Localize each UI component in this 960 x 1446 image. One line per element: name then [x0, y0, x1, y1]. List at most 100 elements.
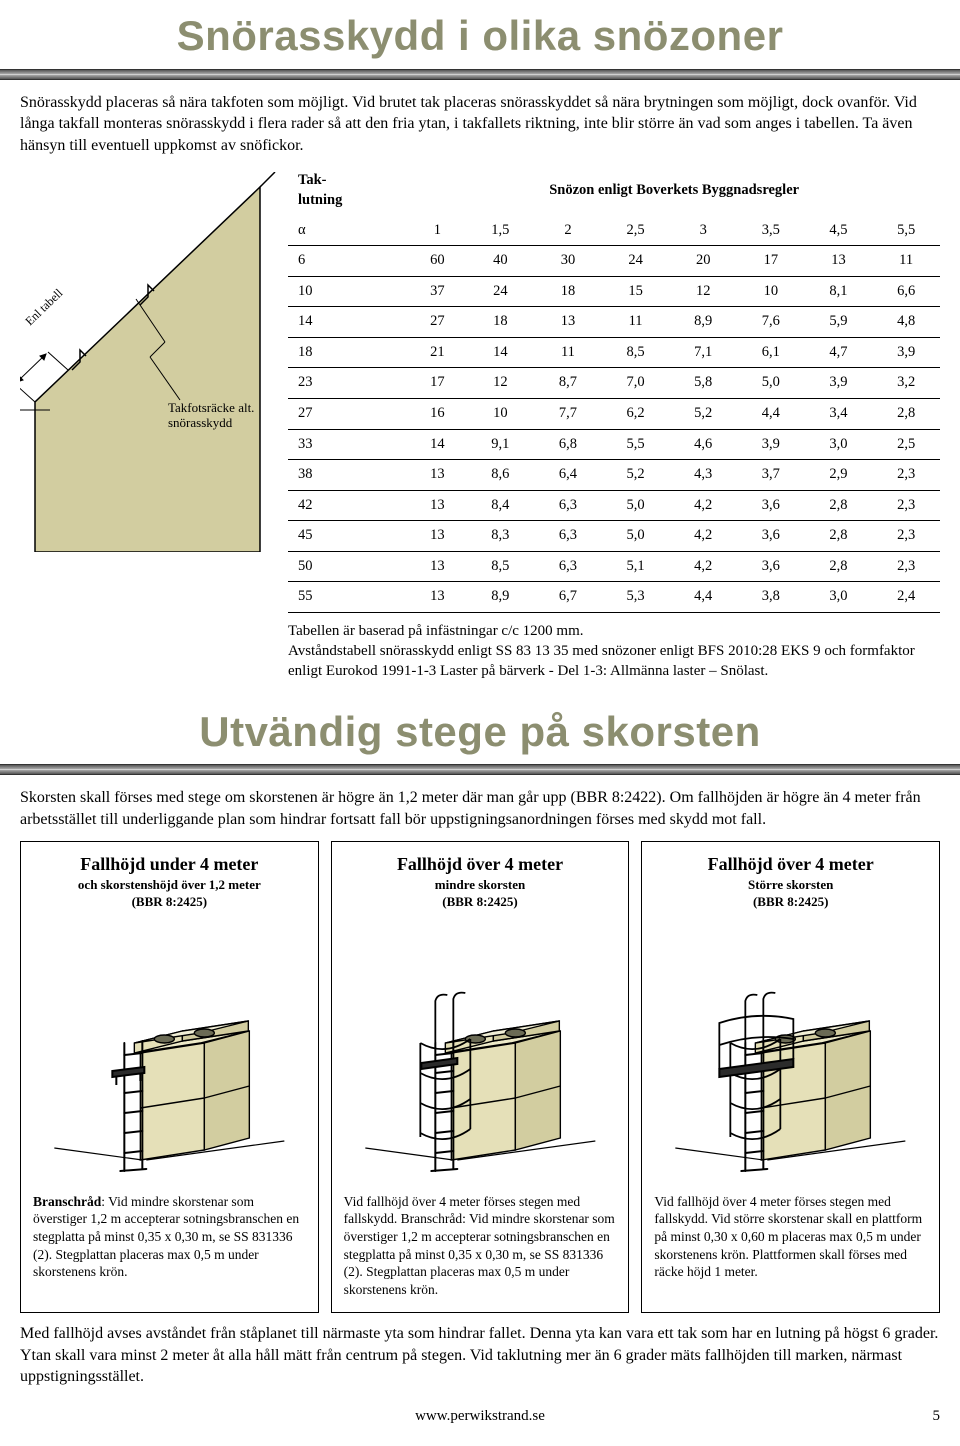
alpha-value-cell: 27 — [288, 398, 408, 429]
data-cell: 3,6 — [737, 490, 805, 521]
data-cell: 8,6 — [467, 460, 535, 491]
column-head: Fallhöjd under 4 meter och skorstenshöjd… — [33, 852, 306, 911]
data-cell: 3,0 — [805, 582, 873, 613]
alpha-value-cell: 23 — [288, 368, 408, 399]
data-cell: 11 — [602, 307, 670, 338]
data-cell: 13 — [408, 521, 466, 552]
data-cell: 13 — [408, 551, 466, 582]
table-row: 2317128,77,05,85,03,93,2 — [288, 368, 940, 399]
section2-banner: Utvändig stege på skorsten — [0, 696, 960, 776]
data-cell: 6,4 — [534, 460, 602, 491]
table-row: 14271813118,97,65,94,8 — [288, 307, 940, 338]
zone-header-cell: 5,5 — [872, 216, 940, 246]
data-cell: 8,9 — [669, 307, 737, 338]
column-text: Branschråd: Vid mindre skorstenar som öv… — [33, 1193, 306, 1281]
data-cell: 2,8 — [872, 398, 940, 429]
chimney-illustration — [654, 923, 927, 1183]
data-cell: 2,9 — [805, 460, 873, 491]
data-cell: 13 — [408, 582, 466, 613]
data-cell: 2,3 — [872, 460, 940, 491]
diagram-angle-label: Enl tabell — [22, 286, 66, 329]
data-cell: 14 — [467, 337, 535, 368]
column-sub1: Större skorsten — [654, 876, 927, 894]
tbl-head-left1: Tak- — [298, 172, 326, 188]
data-cell: 8,7 — [534, 368, 602, 399]
alpha-value-cell: 50 — [288, 551, 408, 582]
section1-intro: Snörasskydd placeras så nära takfoten so… — [20, 92, 940, 157]
column-sub2: (BBR 8:2425) — [654, 893, 927, 911]
data-cell: 8,9 — [467, 582, 535, 613]
alpha-value-cell: 38 — [288, 460, 408, 491]
data-cell: 5,0 — [737, 368, 805, 399]
data-cell: 3,4 — [805, 398, 873, 429]
data-cell: 13 — [805, 246, 873, 277]
data-cell: 3,6 — [737, 521, 805, 552]
zone-header-cell: 2,5 — [602, 216, 670, 246]
data-cell: 3,0 — [805, 429, 873, 460]
data-cell: 18 — [467, 307, 535, 338]
data-cell: 4,2 — [669, 490, 737, 521]
data-cell: 8,1 — [805, 276, 873, 307]
column-text: Vid fallhöjd över 4 meter förses stegen … — [654, 1193, 927, 1281]
data-cell: 12 — [669, 276, 737, 307]
column-sub2: (BBR 8:2425) — [344, 893, 617, 911]
data-cell: 5,2 — [602, 460, 670, 491]
data-cell: 16 — [408, 398, 466, 429]
data-cell: 20 — [669, 246, 737, 277]
footer-page: 5 — [900, 1406, 940, 1426]
data-cell: 3,2 — [872, 368, 940, 399]
data-cell: 21 — [408, 337, 466, 368]
data-cell: 8,4 — [467, 490, 535, 521]
data-cell: 24 — [602, 246, 670, 277]
snow-table-area: Tak- lutning Snözon enligt Boverkets Byg… — [288, 166, 940, 681]
data-cell: 13 — [408, 490, 466, 521]
data-cell: 2,5 — [872, 429, 940, 460]
data-cell: 8,5 — [602, 337, 670, 368]
data-cell: 6,3 — [534, 521, 602, 552]
data-cell: 7,6 — [737, 307, 805, 338]
zone-header-cell: 3,5 — [737, 216, 805, 246]
section1-title: Snörasskydd i olika snözoner — [0, 8, 960, 65]
data-cell: 5,0 — [602, 490, 670, 521]
column-sub1: och skorstenshöjd över 1,2 meter — [33, 876, 306, 894]
zone-header-cell: 3 — [669, 216, 737, 246]
section2-hr — [0, 764, 960, 775]
table-note: Tabellen är baserad på infästningar c/c … — [288, 621, 940, 682]
column-text: Vid fallhöjd över 4 meter förses stegen … — [344, 1193, 617, 1298]
chimney-illustration — [344, 923, 617, 1183]
data-cell: 4,6 — [669, 429, 737, 460]
data-cell: 4,8 — [872, 307, 940, 338]
data-cell: 6,1 — [737, 337, 805, 368]
alpha-value-cell: 45 — [288, 521, 408, 552]
data-cell: 3,9 — [805, 368, 873, 399]
data-cell: 15 — [602, 276, 670, 307]
zone-header-cell: 4,5 — [805, 216, 873, 246]
table-row: 55138,96,75,34,43,83,02,4 — [288, 582, 940, 613]
table-row: 2716107,76,25,24,43,42,8 — [288, 398, 940, 429]
data-cell: 60 — [408, 246, 466, 277]
data-cell: 3,9 — [872, 337, 940, 368]
data-cell: 6,2 — [602, 398, 670, 429]
data-cell: 5,1 — [602, 551, 670, 582]
alpha-value-cell: 10 — [288, 276, 408, 307]
alpha-value-cell: 18 — [288, 337, 408, 368]
column-sub2: (BBR 8:2425) — [33, 893, 306, 911]
data-cell: 7,1 — [669, 337, 737, 368]
data-cell: 11 — [872, 246, 940, 277]
alpha-value-cell: 14 — [288, 307, 408, 338]
page-footer: www.perwikstrand.se 5 — [20, 1406, 940, 1426]
alpha-cell: α — [288, 216, 408, 246]
data-cell: 13 — [408, 460, 466, 491]
alpha-value-cell: 33 — [288, 429, 408, 460]
column-sub1: mindre skorsten — [344, 876, 617, 894]
data-cell: 8,5 — [467, 551, 535, 582]
chimney-columns: Fallhöjd under 4 meter och skorstenshöjd… — [20, 841, 940, 1314]
data-cell: 12 — [467, 368, 535, 399]
column-heading: Fallhöjd över 4 meter — [344, 852, 617, 876]
data-cell: 5,0 — [602, 521, 670, 552]
data-cell: 4,4 — [669, 582, 737, 613]
data-cell: 2,3 — [872, 490, 940, 521]
table-row: 38138,66,45,24,33,72,92,3 — [288, 460, 940, 491]
data-cell: 5,5 — [602, 429, 670, 460]
chimney-column: Fallhöjd över 4 meter Större skorsten (B… — [641, 841, 940, 1314]
